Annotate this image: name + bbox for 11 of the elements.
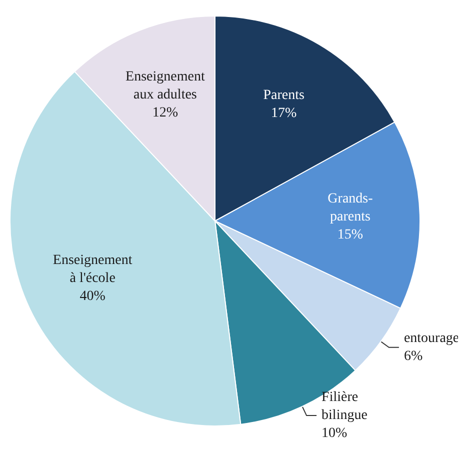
slice-label: Enseignement aux adultes <box>126 70 205 103</box>
slice-label: Filière bilingue <box>322 390 368 424</box>
slice-label: Grands-parents <box>328 191 374 224</box>
slice-label: Parents <box>263 88 304 104</box>
data-label: 17% <box>271 106 298 122</box>
data-label: 12% <box>152 106 178 121</box>
data-label: 10% <box>322 426 348 442</box>
data-label: 15% <box>337 227 364 242</box>
data-label: 40% <box>80 289 106 304</box>
data-label: 6% <box>404 348 423 364</box>
slice-label: Enseignement à l'école <box>52 253 132 286</box>
